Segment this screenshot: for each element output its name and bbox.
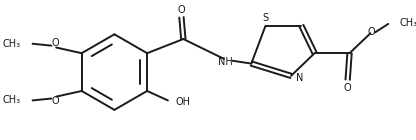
Text: CH₃: CH₃ (400, 18, 416, 28)
Text: O: O (52, 38, 59, 48)
Text: OH: OH (176, 97, 191, 107)
Text: O: O (52, 96, 59, 106)
Text: NH: NH (218, 57, 232, 67)
Text: O: O (178, 5, 185, 15)
Text: O: O (344, 83, 352, 93)
Text: S: S (262, 13, 269, 23)
Text: CH₃: CH₃ (2, 39, 20, 49)
Text: O: O (367, 27, 375, 37)
Text: N: N (296, 73, 303, 83)
Text: CH₃: CH₃ (2, 95, 20, 105)
